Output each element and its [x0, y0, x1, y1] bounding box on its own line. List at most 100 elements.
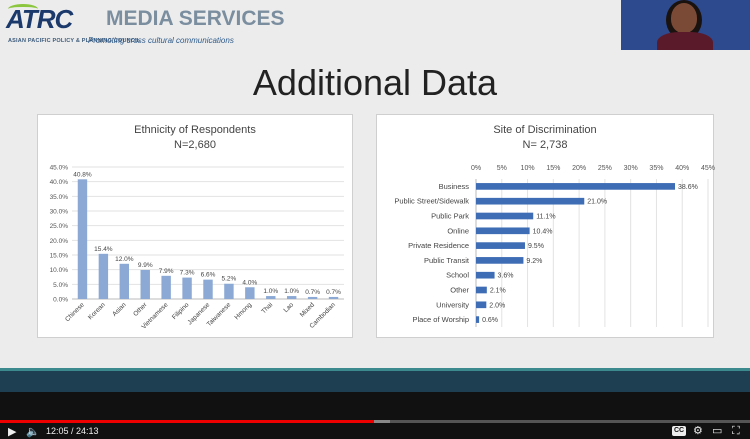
discrimination-data-label: 38.6%: [678, 184, 698, 191]
ethnicity-data-label: 1.0%: [284, 288, 299, 295]
discrimination-category-label: Business: [439, 182, 470, 191]
discrimination-data-label: 21.0%: [587, 199, 607, 206]
discrimination-bar: [476, 227, 530, 235]
discrimination-x-tick-label: 10%: [521, 165, 535, 172]
ethnicity-category-label: Mixed: [299, 301, 316, 318]
player-controls: ▶ 🔈 12:05 / 24:13 CC ⚙ ▭ ⛶: [0, 392, 750, 439]
discrimination-category-label: Other: [450, 286, 469, 295]
ethnicity-y-tick-label: 20.0%: [50, 238, 69, 245]
slide: ATRC MEDIA SERVICES ASIAN PACIFIC POLICY…: [0, 0, 750, 392]
ethnicity-category-label: Lao: [282, 301, 295, 314]
discrimination-data-label: 2.0%: [489, 302, 505, 309]
discrimination-category-label: Public Street/Sidewalk: [394, 197, 469, 206]
ethnicity-data-label: 0.7%: [305, 289, 320, 296]
discrimination-category-label: School: [446, 271, 469, 280]
volume-icon[interactable]: 🔈: [26, 426, 40, 438]
discrimination-bar: [476, 271, 495, 279]
logo-brand: ATRC: [6, 4, 73, 34]
ethnicity-data-label: 40.8%: [73, 171, 92, 178]
ethnicity-y-tick-label: 10.0%: [50, 267, 69, 274]
discrimination-chart-title: Site of Discrimination: [493, 124, 597, 136]
ethnicity-y-tick-label: 40.0%: [50, 179, 69, 186]
ethnicity-category-label: Asian: [111, 301, 128, 318]
discrimination-x-tick-label: 0%: [471, 165, 481, 172]
logo-tagline: Promoting cross cultural communications: [88, 36, 234, 45]
ethnicity-data-label: 7.9%: [159, 268, 174, 275]
ethnicity-data-label: 12.0%: [115, 256, 134, 263]
presenter-webcam: [621, 0, 750, 50]
discrimination-category-label: Place of Worship: [412, 315, 469, 324]
discrimination-data-label: 2.1%: [490, 288, 506, 295]
discrimination-bar: [476, 242, 525, 249]
ethnicity-y-tick-label: 0.0%: [53, 297, 68, 304]
ethnicity-bar: [266, 296, 276, 299]
discrimination-x-tick-label: 40%: [675, 165, 689, 172]
ethnicity-y-tick-label: 30.0%: [50, 209, 69, 216]
time-display: 12:05 / 24:13: [46, 426, 99, 436]
discrimination-site-chart: Site of Discrimination N= 2,738 0% 5% 10% 1…: [376, 114, 715, 338]
discrimination-bar: [476, 286, 487, 294]
ethnicity-y-tick-label: 35.0%: [50, 194, 69, 201]
discrimination-chart-subtitle: N= 2,738: [522, 139, 568, 151]
discrimination-bar: [476, 301, 487, 309]
discrimination-bar: [476, 183, 676, 190]
discrimination-x-tick-label: 25%: [598, 165, 612, 172]
ethnicity-data-label: 6.6%: [201, 272, 216, 279]
captions-button[interactable]: CC: [672, 426, 687, 436]
ethnicity-bar: [307, 296, 318, 299]
ethnicity-y-tick-label: 15.0%: [50, 253, 69, 260]
ethnicity-data-label: 0.7%: [326, 289, 341, 296]
discrimination-x-tick-label: 5%: [497, 165, 507, 172]
discrimination-bar: [476, 316, 480, 323]
ethnicity-category-label: Filipino: [171, 301, 191, 321]
ethnicity-data-label: 4.0%: [242, 279, 257, 286]
ethnicity-bar: [203, 279, 213, 299]
ethnicity-chart-title: Ethnicity of Respondents: [134, 124, 256, 136]
slide-title: Additional Data: [252, 62, 498, 103]
play-icon[interactable]: ▶: [8, 426, 17, 438]
ethnicity-data-label: 9.9%: [138, 262, 153, 269]
ethnicity-category-label: Korean: [87, 301, 107, 321]
ethnicity-category-label: Other: [132, 301, 149, 318]
ethnicity-y-tick-label: 5.0%: [53, 282, 68, 289]
discrimination-x-tick-label: 15%: [546, 165, 560, 172]
discrimination-chart-plot: 0% 5% 10% 15% 20% 25% 30% 35% 40% 45% 38.6% Busines…: [394, 165, 715, 327]
settings-gear-icon[interactable]: ⚙: [693, 425, 703, 437]
discrimination-data-label: 0.6%: [482, 317, 498, 324]
logo-org-line: ASIAN PACIFIC POLICY & PLANNING COUNCIL: [8, 38, 141, 44]
ethnicity-y-tick-label: 45.0%: [50, 165, 69, 172]
ethnicity-bar: [98, 253, 109, 299]
progress-bar[interactable]: [0, 420, 750, 423]
discrimination-bar: [476, 212, 534, 220]
discrimination-category-label: Public Park: [431, 212, 469, 221]
ethnicity-bar: [119, 263, 130, 299]
ethnicity-chart: Ethnicity of Respondents N=2,680 0.0% 5.0…: [37, 114, 353, 338]
ethnicity-data-label: 15.4%: [94, 246, 113, 253]
slide-footer-band: [0, 368, 750, 392]
discrimination-category-label: Private Residence: [408, 241, 469, 250]
miniplayer-icon[interactable]: ▭: [712, 425, 723, 437]
discrimination-bar: [476, 257, 524, 264]
discrimination-x-tick-label: 30%: [624, 165, 638, 172]
discrimination-data-label: 9.2%: [526, 258, 542, 265]
ethnicity-bar: [224, 283, 234, 299]
ethnicity-bar: [140, 269, 150, 299]
discrimination-data-label: 3.6%: [498, 273, 514, 280]
ethnicity-bar: [77, 179, 88, 299]
discrimination-data-label: 10.4%: [533, 228, 553, 235]
discrimination-data-label: 11.1%: [536, 214, 555, 221]
logo-services: MEDIA SERVICES: [106, 7, 285, 30]
ethnicity-chart-subtitle: N=2,680: [174, 139, 216, 151]
ethnicity-bar: [245, 287, 255, 299]
discrimination-x-tick-label: 20%: [572, 165, 586, 172]
fullscreen-icon[interactable]: ⛶: [732, 425, 740, 437]
discrimination-x-tick-label: 35%: [649, 165, 663, 172]
discrimination-category-label: Online: [447, 226, 469, 235]
ethnicity-chart-plot: 0.0% 5.0% 10.0% 15.0% 20.0% 25.0% 30.0% 35.0% 40…: [50, 165, 344, 331]
ethnicity-bar: [161, 275, 171, 299]
ethnicity-bar: [286, 296, 297, 299]
ethnicity-data-label: 7.3%: [180, 270, 195, 277]
ethnicity-bar: [328, 296, 339, 299]
ethnicity-category-label: Hmong: [233, 301, 253, 321]
